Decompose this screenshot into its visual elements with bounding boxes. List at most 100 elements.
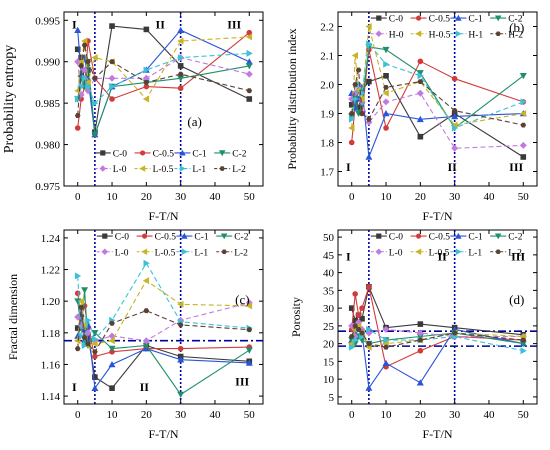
legend-label: C-2 xyxy=(508,15,523,25)
data-point xyxy=(348,111,355,116)
legend-marker xyxy=(219,166,225,171)
data-point xyxy=(177,345,184,352)
data-point xyxy=(383,336,390,344)
legend-marker xyxy=(181,232,188,239)
y-axis-title: Probability entropy xyxy=(2,45,17,154)
data-point xyxy=(177,37,184,45)
data-point xyxy=(108,337,115,345)
data-point xyxy=(416,89,424,97)
legend-label: C-1 xyxy=(468,15,483,25)
data-point xyxy=(81,335,88,340)
data-point xyxy=(142,342,150,349)
legend-marker xyxy=(139,165,146,172)
x-tick-label: 50 xyxy=(518,409,530,421)
panel-label: (a) xyxy=(187,114,201,129)
data-point xyxy=(108,345,116,353)
data-point xyxy=(348,115,356,123)
data-point xyxy=(417,347,424,354)
data-point xyxy=(352,82,358,87)
data-point xyxy=(109,23,115,29)
data-point xyxy=(74,58,82,66)
data-point xyxy=(109,59,115,65)
legend-marker xyxy=(455,232,462,239)
x-tick-label: 10 xyxy=(107,409,119,421)
y-tick-label: 5 xyxy=(329,392,335,404)
data-point xyxy=(519,73,527,80)
legend-label: L-0 xyxy=(113,165,127,175)
series-C-0 xyxy=(74,23,253,135)
legend-marker xyxy=(455,14,462,21)
series-C-1 xyxy=(74,26,253,138)
data-point xyxy=(85,83,92,91)
data-point xyxy=(366,325,373,333)
data-point xyxy=(348,124,355,132)
data-point xyxy=(246,49,253,57)
series-C-0.5 xyxy=(74,290,253,360)
data-point xyxy=(417,321,424,327)
y-tick-label: 0.975 xyxy=(35,181,60,193)
x-tick-label: 20 xyxy=(415,409,427,421)
data-point xyxy=(177,75,185,82)
data-point xyxy=(92,374,98,380)
legend-label: L-1 xyxy=(194,248,208,258)
data-point xyxy=(520,347,527,355)
data-point xyxy=(85,341,91,347)
data-point xyxy=(177,322,184,328)
y-tick-label: 2.2 xyxy=(320,22,334,34)
data-point xyxy=(383,344,389,350)
data-point xyxy=(359,315,365,322)
series-line xyxy=(77,302,250,342)
data-point xyxy=(383,60,390,68)
legend-label: C-2 xyxy=(234,233,249,243)
data-point xyxy=(383,73,389,79)
data-point xyxy=(143,66,150,74)
legend-marker xyxy=(219,150,226,157)
legend-marker xyxy=(376,233,382,239)
data-point xyxy=(348,343,356,351)
data-point xyxy=(417,58,424,65)
series-line xyxy=(77,61,250,135)
data-point xyxy=(416,329,424,337)
data-point xyxy=(177,54,185,62)
panel-d: 5 10 15 20 25 30 35 40 45 50 0 10 20 30 40 50 F-T/N Poros… xyxy=(289,229,538,441)
y-tick-label: 1.7 xyxy=(320,167,334,179)
data-point xyxy=(382,325,390,333)
y-tick-label: 1.16 xyxy=(41,359,61,371)
series-line xyxy=(77,262,250,346)
x-tick-label: 50 xyxy=(518,191,530,203)
data-point xyxy=(142,74,150,82)
legend-label: C-0.5 xyxy=(429,233,451,243)
legend-marker xyxy=(494,233,502,240)
data-point xyxy=(366,40,373,48)
legend-label: C-0.5 xyxy=(429,15,451,25)
series-L-2 xyxy=(74,305,253,355)
data-point xyxy=(348,326,355,333)
data-point xyxy=(355,327,362,332)
data-point xyxy=(366,341,372,347)
panel-b: 1.7 1.8 1.9 2.0 2.1 2.2 0 10 20 30 40 50 F-T/N Probab… xyxy=(285,11,538,223)
series-C-1 xyxy=(348,325,527,391)
data-point xyxy=(365,384,373,391)
data-point xyxy=(92,99,99,107)
data-point xyxy=(352,323,358,329)
data-point xyxy=(365,23,372,30)
x-tick-label: 30 xyxy=(449,191,461,203)
plot-frame xyxy=(63,229,264,405)
x-tick-label: 40 xyxy=(483,191,495,203)
data-point xyxy=(78,63,84,69)
data-point xyxy=(91,131,99,139)
legend-marker xyxy=(221,249,227,254)
panel-a: 0.975 0.980 0.985 0.990 0.995 0 10 20 30 40 50 F-T/… xyxy=(2,11,264,223)
legend-marker xyxy=(179,165,186,172)
legend-marker xyxy=(415,15,422,21)
data-point xyxy=(416,379,424,386)
data-point xyxy=(451,124,459,132)
legend-label: C-0 xyxy=(115,233,130,243)
data-point xyxy=(177,300,184,308)
legend-label: L-2 xyxy=(508,248,522,258)
plot-frame xyxy=(337,229,538,405)
legend-marker xyxy=(494,15,502,22)
legend-marker xyxy=(220,233,228,240)
data-point xyxy=(348,139,355,146)
data-point xyxy=(85,316,92,324)
